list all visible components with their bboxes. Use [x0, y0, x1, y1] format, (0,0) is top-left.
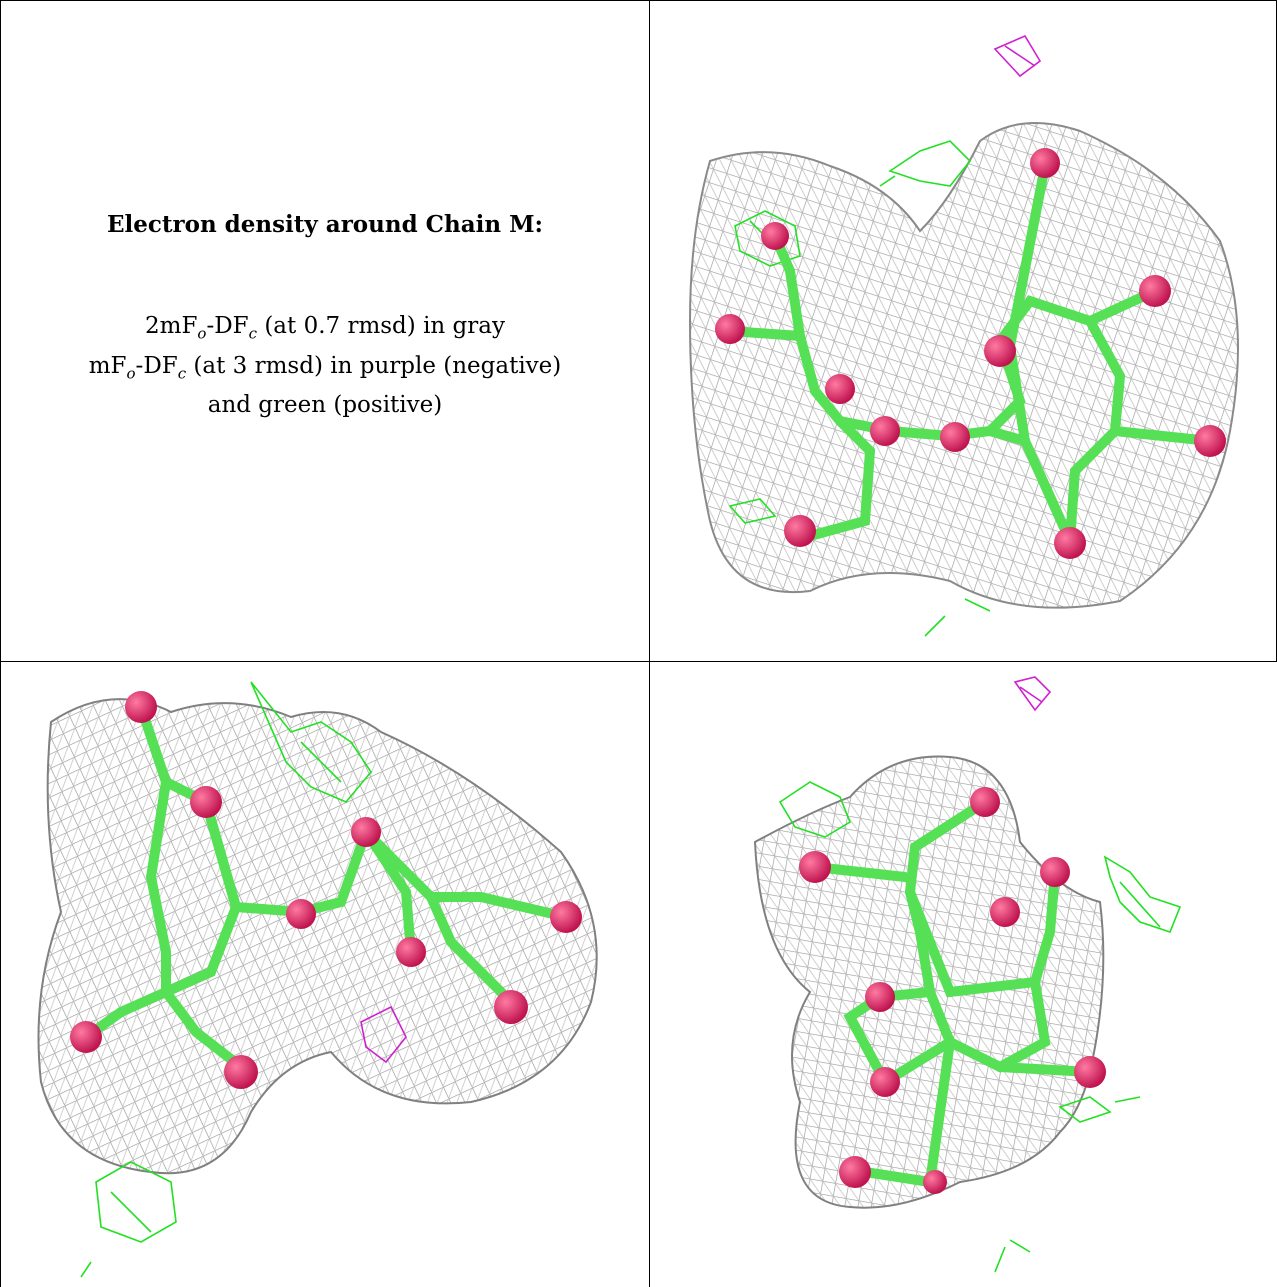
- negative-density-mesh: [1015, 677, 1050, 710]
- caption-cell: Electron density around Chain M: 2mFo-DF…: [1, 1, 649, 661]
- density-view-2: [1, 662, 649, 1287]
- figure-caption: Electron density around Chain M: 2mFo-DF…: [1, 211, 649, 421]
- negative-density-mesh: [995, 36, 1040, 76]
- caption-line-colors: and green (positive): [1, 389, 649, 421]
- caption-line-2fofc: 2mFo-DFc (at 0.7 rmsd) in gray: [1, 310, 649, 350]
- caption-line-fofc: mFo-DFc (at 3 rmsd) in purple (negative): [1, 350, 649, 390]
- density-mesh-2fofc: [690, 123, 1238, 608]
- density-view-1: [650, 1, 1277, 661]
- density-view-3: [650, 662, 1277, 1287]
- density-mesh-2fofc: [39, 699, 597, 1173]
- caption-title: Electron density around Chain M:: [1, 211, 649, 238]
